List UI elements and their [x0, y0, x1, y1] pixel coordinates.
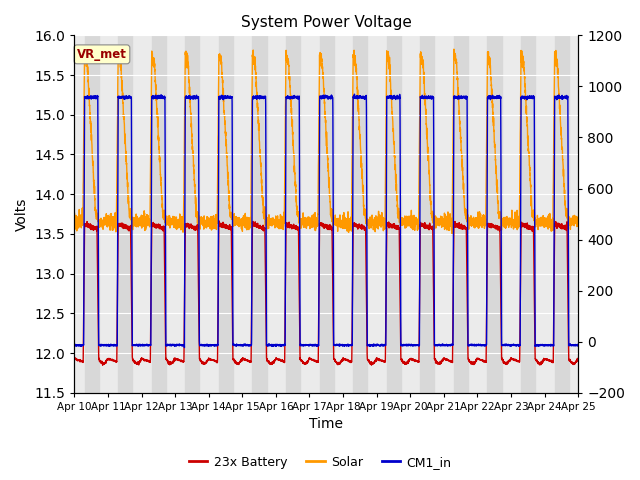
23x Battery [215, 218, 223, 224]
Bar [521, 36, 535, 393]
23x Battery [307, 356, 315, 362]
Bar [420, 36, 435, 393]
Y-axis label: Volts: Volts [15, 197, 29, 231]
23x Battery [574, 355, 582, 361]
Bar [387, 36, 401, 393]
Bar [555, 36, 569, 393]
Legend: 23x Battery, Solar, CM1_in: 23x Battery, Solar, CM1_in [184, 451, 456, 474]
Solar [70, 210, 78, 216]
Solar [448, 232, 456, 238]
Bar [185, 36, 200, 393]
CM1_in [351, 91, 358, 97]
Text: VR_met: VR_met [77, 48, 127, 61]
CM1_in [412, 342, 419, 348]
CM1_in [468, 343, 476, 348]
23x Battery [439, 356, 447, 362]
Bar [454, 36, 468, 393]
Solar [307, 223, 315, 228]
CM1_in [180, 345, 188, 350]
CM1_in [439, 342, 447, 348]
Bar [152, 36, 166, 393]
Bar [488, 36, 502, 393]
23x Battery [99, 362, 106, 368]
Line: Solar: Solar [74, 49, 578, 235]
Bar [353, 36, 367, 393]
23x Battery [468, 359, 476, 365]
CM1_in [574, 343, 582, 348]
X-axis label: Time: Time [309, 418, 343, 432]
CM1_in [70, 342, 78, 348]
23x Battery [161, 300, 169, 306]
Bar [118, 36, 132, 393]
Solar [450, 46, 458, 52]
Solar [411, 221, 419, 227]
23x Battery [574, 357, 582, 363]
Bar [286, 36, 300, 393]
Line: 23x Battery: 23x Battery [74, 221, 578, 365]
Solar [161, 216, 169, 221]
Solar [468, 223, 476, 229]
CM1_in [574, 342, 582, 348]
CM1_in [161, 96, 169, 102]
Bar [252, 36, 266, 393]
Bar [219, 36, 233, 393]
CM1_in [307, 342, 315, 348]
23x Battery [412, 359, 419, 364]
Title: System Power Voltage: System Power Voltage [241, 15, 412, 30]
Line: CM1_in: CM1_in [74, 94, 578, 348]
Solar [574, 224, 582, 229]
23x Battery [70, 356, 78, 361]
Bar [84, 36, 99, 393]
Solar [574, 219, 582, 225]
Bar [319, 36, 333, 393]
Solar [439, 216, 447, 221]
